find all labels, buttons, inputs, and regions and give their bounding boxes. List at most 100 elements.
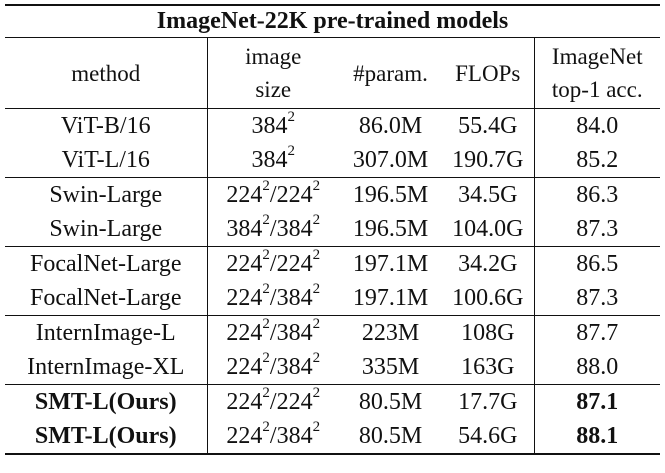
- size-exponent: 2: [312, 385, 321, 401]
- table-row: SMT-L(Ours) 2242/3842 80.5M 54.6G 88.1: [5, 419, 661, 455]
- cell-method: Swin-Large: [5, 177, 207, 212]
- table-title: ImageNet-22K pre-trained models: [5, 4, 661, 38]
- size-base: 224: [276, 182, 313, 208]
- cell-method: InternImage-L: [5, 315, 207, 350]
- table-body: ViT-B/16 3842 86.0M 55.4G 84.0 ViT-L/16 3842 30…: [5, 108, 661, 455]
- size-base: 224: [226, 320, 263, 346]
- size-exponent: 2: [262, 385, 270, 401]
- size-base: 384: [226, 216, 263, 242]
- cell-params: 196.5M: [352, 216, 429, 242]
- cell-flops: 34.2G: [442, 246, 534, 281]
- header-image-size-line1: image: [245, 44, 302, 69]
- cell-method: FocalNet-Large: [30, 285, 182, 311]
- size-base: 224: [276, 251, 313, 277]
- size-exponent: 2: [262, 212, 270, 228]
- cell-method: InternImage-XL: [27, 354, 185, 380]
- cell-accuracy: 87.3: [533, 212, 661, 247]
- cell-method: SMT-L(Ours): [5, 419, 207, 455]
- table-row: SMT-L(Ours) 2242/2242 80.5M 17.7G 87.1: [5, 384, 661, 419]
- size-base: 224: [226, 182, 263, 208]
- cell-accuracy: 84.0: [533, 108, 661, 143]
- size-exponent: 2: [287, 143, 296, 159]
- size-exponent: 2: [312, 419, 321, 435]
- header-method: method: [5, 37, 207, 109]
- cell-method: ViT-B/16: [60, 113, 151, 139]
- cell-params: 335M: [361, 354, 420, 380]
- cell-image-size: 2242/3842: [206, 281, 339, 316]
- cell-params: 86.0M: [358, 113, 423, 139]
- size-exponent: 2: [262, 247, 270, 263]
- cell-accuracy: 88.0: [533, 350, 661, 385]
- cell-params: 307.0M: [352, 147, 429, 173]
- cell-image-size: 2242/2242: [206, 177, 339, 212]
- header-flops-label: FLOPs: [455, 60, 521, 86]
- cell-flops: 104.0G: [452, 216, 524, 242]
- table-row: InternImage-XL 2242/3842 335M 163G 88.0: [5, 350, 661, 385]
- cell-params: 80.5M: [339, 384, 442, 419]
- cell-image-size: 2242/3842: [206, 350, 339, 385]
- size-base: 224: [276, 389, 313, 415]
- size-exponent: 2: [312, 178, 321, 194]
- header-params-label: #param.: [353, 60, 428, 86]
- cell-image-size: 2242/3842: [206, 419, 339, 455]
- size-base: 224: [226, 354, 263, 380]
- cell-image-size: 3842: [206, 143, 339, 178]
- cell-accuracy: 88.1: [533, 419, 661, 455]
- cell-flops: 17.7G: [442, 384, 534, 419]
- size-exponent: 2: [287, 109, 296, 125]
- cell-method: ViT-L/16: [61, 147, 150, 173]
- table-row: FocalNet-Large 2242/2242 197.1M 34.2G 86.5: [5, 246, 661, 281]
- table-header-row: method image size #param. FLOPs ImageNet…: [5, 37, 661, 109]
- cell-accuracy: 86.5: [533, 246, 661, 281]
- size-base: 224: [226, 251, 263, 277]
- size-exponent: 2: [262, 281, 270, 297]
- cell-image-size: 2242/3842: [206, 315, 339, 350]
- size-exponent: 2: [262, 419, 270, 435]
- cell-flops: 54.6G: [442, 419, 534, 455]
- header-params: #param.: [339, 37, 442, 109]
- table-row: ViT-L/16 3842 307.0M 190.7G 85.2: [5, 143, 661, 178]
- size-exponent: 2: [262, 316, 270, 332]
- size-exponent: 2: [262, 350, 270, 366]
- size-base: 384: [251, 113, 288, 139]
- header-accuracy: ImageNet top-1 acc.: [533, 37, 661, 109]
- header-method-label: method: [71, 60, 141, 86]
- size-base: 384: [276, 423, 313, 449]
- size-exponent: 2: [312, 247, 321, 263]
- cell-accuracy: 87.1: [533, 384, 661, 419]
- table-row: Swin-Large 3842/3842 196.5M 104.0G 87.3: [5, 212, 661, 247]
- cell-accuracy: 87.3: [533, 281, 661, 316]
- cell-flops: 34.5G: [442, 177, 534, 212]
- cell-accuracy: 85.2: [533, 143, 661, 178]
- cell-image-size: 2242/2242: [206, 246, 339, 281]
- cell-method: FocalNet-Large: [5, 246, 207, 281]
- size-base: 384: [251, 147, 288, 173]
- cell-image-size: 3842: [206, 108, 339, 143]
- cell-flops: 100.6G: [452, 285, 524, 311]
- table-row: ViT-B/16 3842 86.0M 55.4G 84.0: [5, 108, 661, 143]
- cell-accuracy: 87.7: [533, 315, 661, 350]
- size-exponent: 2: [312, 316, 321, 332]
- size-base: 384: [276, 354, 313, 380]
- cell-image-size: 3842/3842: [206, 212, 339, 247]
- size-exponent: 2: [312, 350, 321, 366]
- size-base: 224: [226, 423, 263, 449]
- size-exponent: 2: [312, 281, 321, 297]
- table-row: Swin-Large 2242/2242 196.5M 34.5G 86.3: [5, 177, 661, 212]
- results-table: ImageNet-22K pre-trained models method i…: [5, 4, 661, 455]
- cell-params: 80.5M: [339, 419, 442, 455]
- size-exponent: 2: [312, 212, 321, 228]
- cell-flops: 163G: [461, 354, 515, 380]
- header-accuracy-line2: top-1 acc.: [551, 77, 643, 102]
- size-base: 384: [276, 285, 313, 311]
- cell-params: 197.1M: [339, 246, 442, 281]
- cell-method: SMT-L(Ours): [5, 384, 207, 419]
- size-base: 384: [276, 216, 313, 242]
- size-base: 384: [276, 320, 313, 346]
- cell-method: Swin-Large: [49, 216, 163, 242]
- size-exponent: 2: [262, 178, 270, 194]
- cell-flops: 190.7G: [452, 147, 524, 173]
- table-row: InternImage-L 2242/3842 223M 108G 87.7: [5, 315, 661, 350]
- cell-params: 197.1M: [352, 285, 429, 311]
- results-table-container: ImageNet-22K pre-trained models method i…: [5, 4, 661, 455]
